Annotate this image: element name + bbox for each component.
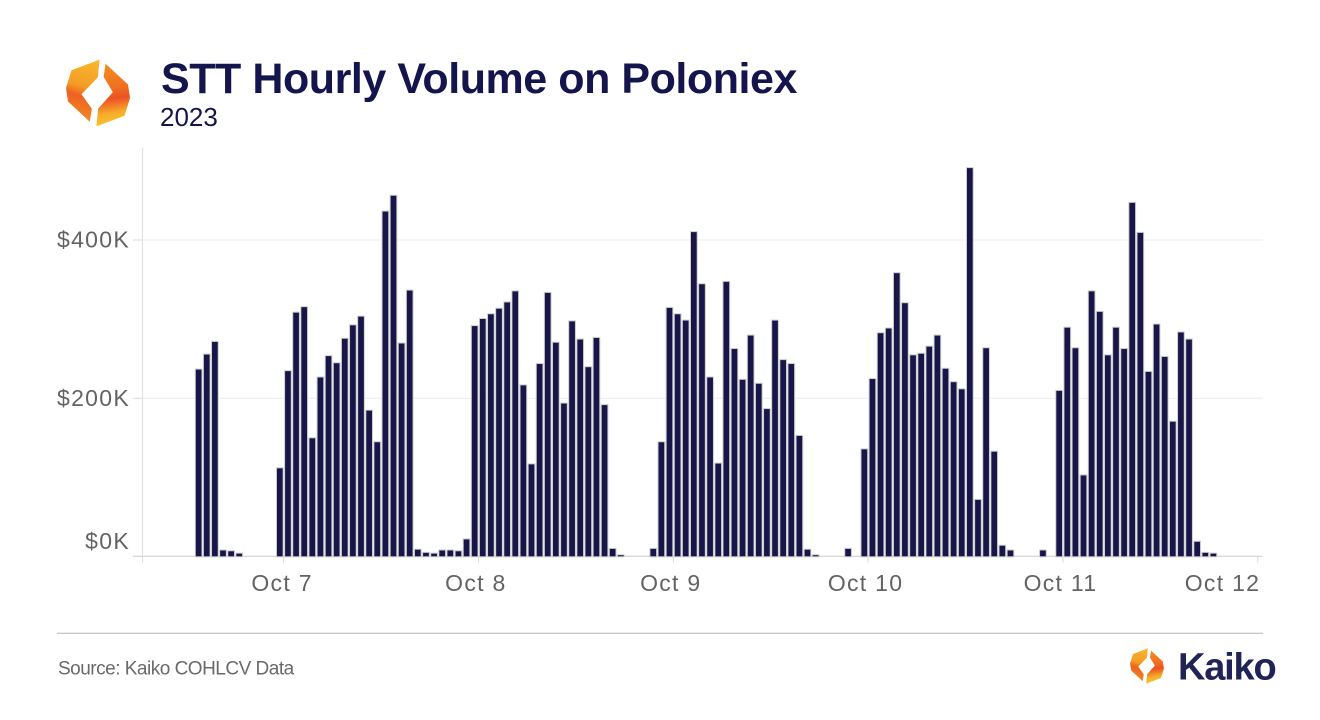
svg-text:STT Hourly Volume on Poloniex: STT Hourly Volume on Poloniex (161, 55, 798, 103)
svg-text:Oct 9: Oct 9 (640, 570, 701, 596)
svg-text:Source: Kaiko COHLCV Data: Source: Kaiko COHLCV Data (58, 659, 295, 680)
svg-text:$200K: $200K (57, 385, 130, 411)
svg-text:Kaiko: Kaiko (1178, 647, 1275, 689)
svg-text:Oct 10: Oct 10 (828, 570, 904, 596)
svg-text:Oct 8: Oct 8 (445, 570, 506, 596)
svg-text:Oct 12: Oct 12 (1185, 570, 1261, 596)
svg-text:2023: 2023 (160, 102, 218, 132)
svg-text:Oct 7: Oct 7 (251, 570, 312, 596)
svg-text:Oct 11: Oct 11 (1024, 570, 1098, 596)
svg-text:$400K: $400K (57, 227, 130, 253)
svg-text:$0K: $0K (85, 528, 130, 554)
